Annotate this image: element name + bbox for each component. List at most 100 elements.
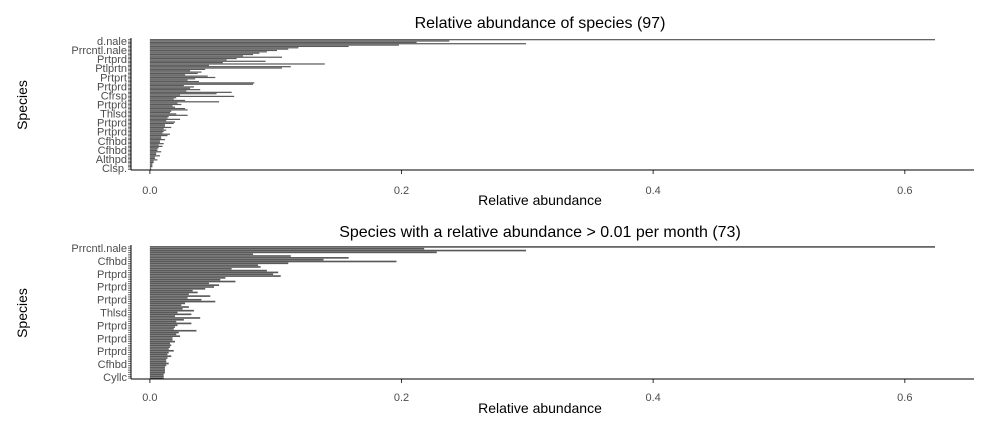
panel-relative-abundance-all: Relative abundance of species (97) Relat…: [14, 15, 974, 208]
bar: [149, 43, 527, 45]
bar: [149, 267, 232, 270]
bar: [149, 264, 259, 266]
bar: [149, 134, 168, 137]
bar: [149, 136, 162, 138]
bar: [149, 116, 169, 118]
bar: [149, 137, 162, 139]
bar: [149, 53, 254, 56]
bar: [149, 353, 168, 356]
category-label: Prtprd: [97, 320, 127, 332]
bar: [149, 133, 171, 135]
bar: [149, 164, 153, 166]
category-labels-group: d.nalePrrcntl.nalePrtprdPtlprtnPrtprtPrt…: [71, 36, 127, 175]
bar: [149, 342, 171, 345]
bar: [149, 320, 177, 323]
bar: [149, 295, 211, 297]
x-tick-label: 0.6: [897, 392, 912, 404]
bar: [149, 351, 169, 354]
bar: [149, 160, 154, 162]
bar: [149, 149, 158, 152]
bar: [149, 72, 198, 75]
bar: [149, 102, 178, 104]
bar: [149, 89, 201, 91]
bar: [149, 147, 159, 149]
bar: [149, 103, 182, 106]
category-label: Prtprd: [97, 81, 127, 93]
bar: [149, 302, 186, 305]
bar: [149, 41, 417, 43]
bar: [149, 59, 227, 61]
bar: [149, 166, 153, 168]
bar: [149, 306, 189, 308]
bar: [149, 55, 243, 57]
bar: [149, 156, 155, 158]
bar: [149, 66, 291, 68]
bar: [149, 80, 199, 83]
bar: [149, 318, 184, 321]
bar: [149, 329, 197, 332]
bar: [149, 247, 425, 250]
x-tick-label: 0.4: [646, 392, 661, 404]
bar: [149, 47, 299, 49]
bar: [149, 157, 155, 160]
bar: [149, 298, 202, 301]
bar: [149, 139, 165, 141]
bar: [149, 291, 198, 294]
bar: [149, 360, 167, 363]
bar: [149, 113, 177, 115]
bar: [149, 308, 183, 310]
bar: [149, 271, 279, 274]
bar: [149, 366, 165, 368]
x-ticks-group: 0.0 0.2 0.4 0.6: [128, 246, 912, 404]
bar: [149, 124, 165, 126]
bar: [149, 359, 167, 361]
category-label: Thlsd: [100, 109, 127, 121]
category-label: Prtprd: [97, 346, 127, 358]
bar: [149, 57, 237, 60]
bar: [149, 362, 169, 365]
bar: [149, 344, 172, 347]
bar: [149, 260, 397, 263]
bar: [149, 91, 232, 93]
bar: [149, 333, 177, 336]
bar: [149, 313, 192, 316]
bar: [149, 60, 266, 62]
bar: [149, 48, 289, 50]
category-label: Prrcntl.nale: [71, 243, 127, 255]
bar: [149, 117, 168, 119]
bar: [149, 44, 399, 46]
bar: [149, 284, 220, 286]
bar: [149, 45, 349, 48]
bar: [149, 87, 191, 89]
bar: [149, 309, 194, 312]
bar: [149, 79, 188, 81]
bar: [149, 78, 196, 80]
bar: [149, 76, 216, 79]
bar: [149, 335, 181, 338]
category-label: Prtprt: [100, 72, 127, 84]
bar: [149, 168, 152, 170]
bar: [149, 152, 157, 154]
bar: [149, 357, 168, 359]
bar: [149, 371, 165, 374]
bar: [149, 107, 186, 110]
bar: [149, 67, 282, 69]
bar: [149, 377, 164, 379]
bar: [149, 167, 152, 169]
bar: [149, 70, 191, 72]
category-label: Prtprd: [97, 282, 127, 294]
x-tick-label: 0.4: [646, 185, 661, 197]
bar: [149, 126, 172, 129]
x-axis-label: Relative abundance: [478, 400, 602, 416]
bar: [149, 287, 206, 290]
bar: [149, 293, 189, 296]
bar: [149, 111, 171, 114]
bar: [149, 348, 169, 350]
category-label: Cfhbd: [98, 256, 127, 268]
bar: [149, 277, 226, 279]
bar: [149, 140, 160, 142]
bar: [149, 349, 174, 352]
x-tick-label: 0.6: [897, 185, 912, 197]
bar: [149, 311, 178, 314]
